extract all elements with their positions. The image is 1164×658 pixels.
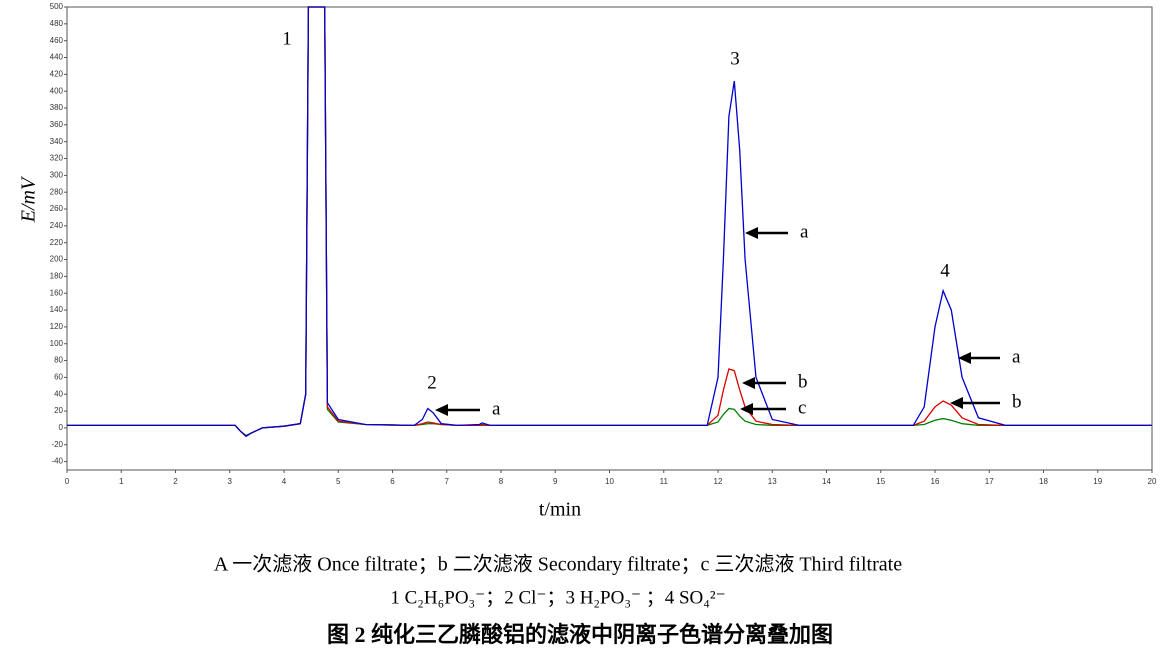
arrow-label: b: [1012, 391, 1022, 412]
peak-label: 4: [940, 260, 950, 281]
x-tick-label: 0: [65, 477, 70, 486]
y-tick-label: 160: [50, 288, 64, 297]
y-tick-label: 60: [54, 373, 63, 382]
x-tick-label: 6: [390, 477, 395, 486]
x-axis-label: t/min: [539, 499, 581, 521]
y-tick-label: 380: [50, 103, 64, 112]
arrow-head: [740, 403, 753, 415]
arrow-head: [435, 404, 448, 416]
y-tick-label: 100: [50, 339, 64, 348]
x-tick-label: 15: [876, 477, 885, 486]
series-line: [67, 6, 1152, 438]
y-axis-label: E/mV: [18, 175, 40, 223]
x-tick-label: 2: [173, 477, 178, 486]
y-tick-label: 360: [50, 120, 64, 129]
x-tick-label: 17: [985, 477, 994, 486]
y-tick-label: 240: [50, 221, 64, 230]
series-line: [67, 6, 1152, 437]
peak-label: 3: [730, 48, 740, 69]
arrow-label: c: [798, 397, 806, 418]
x-tick-label: 7: [445, 477, 450, 486]
arrow-label: a: [492, 398, 501, 419]
y-tick-label: 480: [50, 19, 64, 28]
y-tick-label: 120: [50, 322, 64, 331]
y-tick-label: 460: [50, 36, 64, 45]
y-tick-label: 340: [50, 137, 64, 146]
x-tick-label: 12: [714, 477, 723, 486]
x-tick-label: 18: [1039, 477, 1048, 486]
y-tick-label: 440: [50, 53, 64, 62]
arrow-head: [742, 377, 755, 389]
x-tick-label: 1: [119, 477, 124, 486]
plot-frame: [66, 6, 1153, 471]
series-line: [67, 6, 1152, 438]
y-tick-label: 400: [50, 86, 64, 95]
arrow-head: [958, 352, 971, 364]
y-tick-label: 420: [50, 69, 64, 78]
x-tick-label: 19: [1093, 477, 1102, 486]
y-tick-label: 20: [54, 406, 63, 415]
x-tick-label: 14: [822, 477, 831, 486]
x-tick-label: 5: [336, 477, 341, 486]
y-tick-label: 500: [50, 2, 64, 11]
chart-title: 图 2 纯化三乙膦酸铝的滤液中阴离子色谱分离叠加图: [327, 622, 833, 647]
arrow-head: [745, 227, 758, 239]
x-tick-label: 10: [605, 477, 614, 486]
x-tick-label: 8: [499, 477, 504, 486]
caption: A 一次滤液 Once filtrate；b 二次滤液 Secondary fi…: [214, 553, 902, 576]
y-tick-label: 40: [54, 389, 63, 398]
y-tick-label: 0: [59, 423, 64, 432]
y-tick-label: 260: [50, 204, 64, 213]
x-tick-label: 4: [282, 477, 287, 486]
y-tick-label: -40: [51, 457, 63, 466]
peak-label: 1: [282, 28, 292, 49]
y-tick-label: 200: [50, 255, 64, 264]
x-tick-label: 20: [1148, 477, 1157, 486]
arrow-head: [950, 397, 963, 409]
y-tick-label: 80: [54, 356, 63, 365]
arrow-label: b: [798, 371, 808, 392]
y-tick-label: 220: [50, 238, 64, 247]
x-tick-label: 3: [228, 477, 233, 486]
x-tick-label: 11: [660, 477, 669, 486]
x-tick-label: 16: [931, 477, 940, 486]
y-tick-label: 300: [50, 170, 64, 179]
arrow-label: a: [800, 221, 809, 242]
caption: 1 C₂H₆PO₃⁻；2 Cl⁻；3 H₂PO₃⁻ ；4 SO₄²⁻: [390, 587, 725, 608]
y-tick-label: 140: [50, 305, 64, 314]
x-tick-label: 13: [768, 477, 777, 486]
y-tick-label: 180: [50, 271, 64, 280]
y-tick-label: 320: [50, 154, 64, 163]
y-tick-label: -20: [51, 440, 63, 449]
arrow-label: a: [1012, 346, 1021, 367]
y-tick-label: 280: [50, 187, 64, 196]
x-tick-label: 9: [553, 477, 558, 486]
peak-label: 2: [427, 372, 437, 393]
